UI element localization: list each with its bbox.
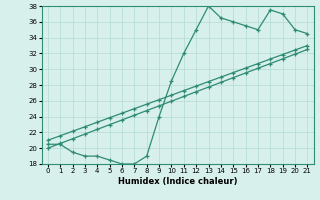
X-axis label: Humidex (Indice chaleur): Humidex (Indice chaleur) (118, 177, 237, 186)
